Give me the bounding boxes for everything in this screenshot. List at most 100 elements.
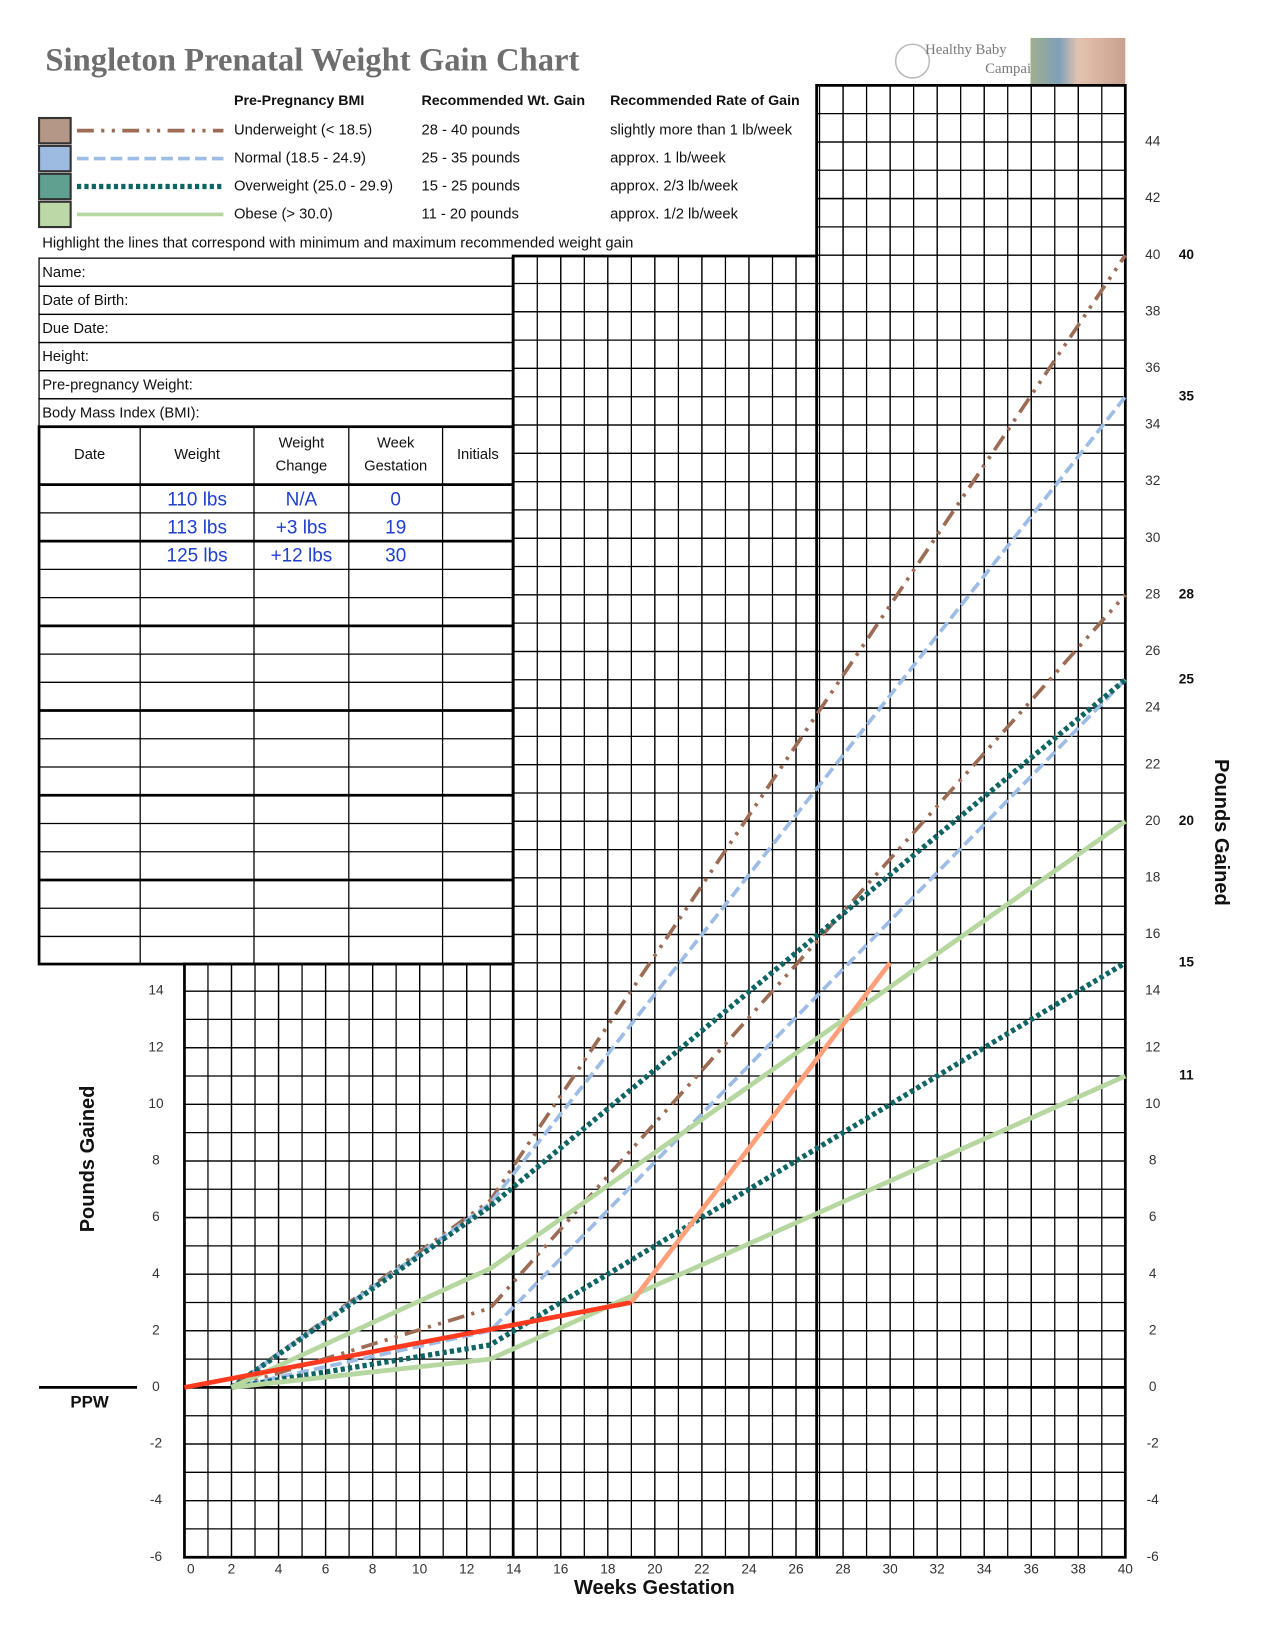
y-tick-label: 2 xyxy=(152,1322,160,1337)
end-label: 28 xyxy=(1179,586,1195,601)
legend-swatch xyxy=(37,200,72,229)
form-label: Date of Birth: xyxy=(42,293,128,309)
table-header: Weight xyxy=(174,447,220,463)
y-tick-label: 0 xyxy=(152,1379,160,1394)
series-line xyxy=(230,593,1127,1390)
form-label: Height: xyxy=(42,349,89,365)
table-border xyxy=(37,425,515,966)
end-label: 15 xyxy=(1179,954,1195,969)
form-label: Name: xyxy=(42,265,85,281)
y2-tick-label: 20 xyxy=(1145,813,1161,828)
table-header: Weight xyxy=(279,435,325,451)
x-tick-label: 2 xyxy=(228,1561,236,1576)
y2-tick-label: 18 xyxy=(1145,870,1161,885)
table-cell: 0 xyxy=(390,489,401,510)
table-cell: 110 lbs xyxy=(167,489,227,510)
series-line xyxy=(230,819,1127,1390)
legend-cell: approx. 1/2 lb/week xyxy=(610,206,739,222)
series-line xyxy=(629,961,892,1304)
y2-tick-label: 4 xyxy=(1149,1266,1157,1281)
y-tick-label: 14 xyxy=(148,983,164,998)
legend-header: Pre-Pregnancy BMI xyxy=(234,93,364,109)
legend-cell: 11 - 20 pounds xyxy=(422,206,519,222)
y2-tick-label: 14 xyxy=(1145,983,1161,998)
form-label: Due Date: xyxy=(42,321,108,337)
y2-tick-label: 2 xyxy=(1149,1322,1157,1337)
logo-text: Healthy Baby xyxy=(925,42,1007,58)
legend-header: Recommended Wt. Gain xyxy=(422,93,586,109)
baseline-label: PPW xyxy=(70,1393,108,1412)
legend-note: Highlight the lines that correspond with… xyxy=(42,235,633,251)
form-label: Body Mass Index (BMI): xyxy=(42,405,199,421)
y2-tick-label: 6 xyxy=(1149,1209,1157,1224)
x-tick-label: 10 xyxy=(412,1561,428,1576)
x-tick-label: 8 xyxy=(369,1561,377,1576)
y-tick-label: 12 xyxy=(148,1039,163,1054)
y2-tick-label: 8 xyxy=(1149,1153,1157,1168)
x-tick-label: 40 xyxy=(1118,1561,1134,1576)
series-line xyxy=(184,1300,632,1390)
legend-cell: approx. 1 lb/week xyxy=(610,150,726,166)
table-cell: 19 xyxy=(385,517,406,538)
x-axis-title: Weeks Gestation xyxy=(574,1577,735,1599)
table-cell: +12 lbs xyxy=(271,545,333,566)
y-tick-label: -4 xyxy=(150,1492,163,1507)
x-tick-label: 20 xyxy=(647,1561,663,1576)
y2-tick-label: 12 xyxy=(1145,1039,1160,1054)
y2-tick-label: -6 xyxy=(1147,1549,1160,1564)
logo-photo xyxy=(1030,37,1126,85)
end-label: 20 xyxy=(1179,813,1195,828)
y2-tick-label: 30 xyxy=(1145,530,1161,545)
legend-cell: 28 - 40 pounds xyxy=(422,123,520,139)
x-tick-label: 26 xyxy=(788,1561,804,1576)
y2-tick-label: -2 xyxy=(1147,1436,1159,1451)
legend-swatch xyxy=(37,172,72,201)
legend-header: Recommended Rate of Gain xyxy=(610,93,800,109)
legend-cell: slightly more than 1 lb/week xyxy=(610,123,793,139)
legend-swatch xyxy=(37,144,72,173)
x-tick-label: 22 xyxy=(694,1561,709,1576)
series-line xyxy=(229,677,1128,1390)
y2-tick-label: 24 xyxy=(1145,700,1161,715)
x-tick-label: 36 xyxy=(1024,1561,1040,1576)
x-tick-label: 4 xyxy=(275,1561,283,1576)
legend-cell: Obese (> 30.0) xyxy=(234,206,333,222)
x-tick-label: 32 xyxy=(930,1561,945,1576)
y2-tick-label: 22 xyxy=(1145,756,1160,771)
y2-tick-label: 36 xyxy=(1145,360,1161,375)
legend-cell: 25 - 35 pounds xyxy=(422,150,520,166)
x-tick-label: 6 xyxy=(322,1561,330,1576)
table-cell: N/A xyxy=(286,489,318,510)
y-tick-label: 6 xyxy=(152,1209,160,1224)
grid xyxy=(184,85,1126,1558)
form-row xyxy=(38,313,514,344)
y2-tick-label: 38 xyxy=(1145,303,1161,318)
table-header: Week xyxy=(377,435,415,451)
y-tick-label: 10 xyxy=(148,1096,164,1111)
y-tick-label: -6 xyxy=(150,1549,163,1564)
y-tick-label: 4 xyxy=(152,1266,160,1281)
content: 0 2 4 6 8 10 12 14 16 18 20 22 24 26 28 30 32 34 36 38 40-6-… xyxy=(37,83,1232,1599)
legend-cell: Overweight (25.0 - 29.9) xyxy=(234,178,393,194)
y2-tick-label: 28 xyxy=(1145,586,1161,601)
y2-tick-label: 10 xyxy=(1145,1096,1161,1111)
y2-tick-label: -4 xyxy=(1147,1492,1160,1507)
x-tick-label: 30 xyxy=(882,1561,898,1576)
x-tick-label: 18 xyxy=(600,1561,616,1576)
y-axis-title: Pounds Gained xyxy=(77,1086,99,1233)
legend-cell: approx. 2/3 lb/week xyxy=(610,178,739,194)
logo-mark xyxy=(894,43,931,79)
y2-tick-label: 26 xyxy=(1145,643,1161,658)
form-row xyxy=(38,257,514,287)
end-label: 25 xyxy=(1179,671,1195,686)
form-label: Pre-pregnancy Weight: xyxy=(42,377,193,393)
legend-cell: Underweight (< 18.5) xyxy=(234,123,372,139)
x-tick-label: 16 xyxy=(553,1561,569,1576)
y2-tick-label: 40 xyxy=(1145,247,1161,262)
end-label: 35 xyxy=(1179,388,1195,403)
legend-swatch xyxy=(37,116,72,145)
table-header: Initials xyxy=(457,447,499,463)
y2-tick-label: 42 xyxy=(1145,190,1160,205)
series-line xyxy=(231,960,1127,1390)
